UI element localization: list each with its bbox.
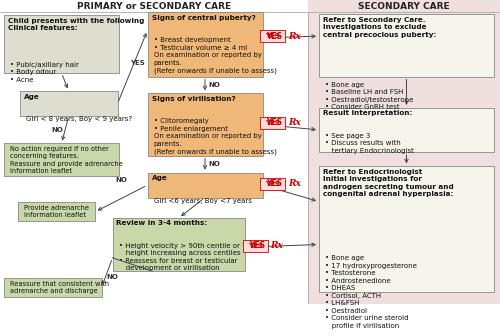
Text: YES: YES: [248, 243, 262, 249]
FancyBboxPatch shape: [148, 93, 262, 156]
FancyBboxPatch shape: [308, 0, 500, 304]
Text: Rx: Rx: [288, 119, 301, 127]
FancyBboxPatch shape: [319, 14, 494, 77]
Text: Provide adrenarche
information leaflet: Provide adrenarche information leaflet: [24, 205, 88, 218]
FancyBboxPatch shape: [4, 143, 119, 176]
Text: • Bone age
• 17 hydroxyprogesterone
• Testosterone
• Androstenedione
• DHEAS
• C: • Bone age • 17 hydroxyprogesterone • Te…: [325, 255, 417, 329]
FancyBboxPatch shape: [148, 173, 262, 198]
Text: SECONDARY CARE: SECONDARY CARE: [358, 2, 450, 11]
Text: Signs of central puberty?: Signs of central puberty?: [152, 14, 256, 20]
Text: NO: NO: [208, 161, 220, 167]
FancyBboxPatch shape: [112, 218, 245, 271]
FancyBboxPatch shape: [260, 117, 285, 129]
Text: Refer to Endocrinologist
Initial investigations for
androgen secreting tumour an: Refer to Endocrinologist Initial investi…: [323, 169, 454, 197]
Text: • Breast development
• Testicular volume ≥ 4 ml
On examination or reported by
pa: • Breast development • Testicular volume…: [154, 37, 276, 74]
Text: YES: YES: [265, 33, 280, 39]
Text: YES: YES: [266, 119, 282, 127]
Text: Girl <6 years, Boy <7 years: Girl <6 years, Boy <7 years: [154, 198, 252, 204]
Text: • Height velocity > 90th centile or
   height increasing across centiles
• Reass: • Height velocity > 90th centile or heig…: [118, 243, 240, 271]
Text: Refer to Secondary Care.
Investigations to exclude
central precocious puberty:: Refer to Secondary Care. Investigations …: [323, 17, 436, 38]
Text: YES: YES: [265, 180, 280, 186]
Text: NO: NO: [208, 82, 220, 88]
FancyBboxPatch shape: [260, 177, 285, 190]
Text: Girl < 8 years, Boy < 9 years?: Girl < 8 years, Boy < 9 years?: [26, 116, 132, 122]
Text: YES: YES: [130, 60, 145, 66]
Text: • Pubic/axillary hair
• Body odour
• Acne: • Pubic/axillary hair • Body odour • Acn…: [10, 61, 79, 83]
FancyBboxPatch shape: [4, 15, 119, 73]
Text: No action required if no other
concerning features.
Reassure and provide adrenar: No action required if no other concernin…: [10, 146, 123, 174]
Text: • Bone age
• Baseline LH and FSH
• Oestradiol/testosterone
• Consider GnRH test: • Bone age • Baseline LH and FSH • Oestr…: [325, 82, 414, 111]
Text: NO: NO: [106, 275, 118, 280]
Text: Result interpretation:: Result interpretation:: [323, 110, 412, 116]
Text: • See page 3
• Discuss results with
   tertiary Endocrinologist: • See page 3 • Discuss results with tert…: [325, 133, 414, 154]
FancyBboxPatch shape: [242, 240, 268, 252]
FancyBboxPatch shape: [319, 108, 494, 152]
Text: YES: YES: [266, 179, 282, 188]
Text: Rx: Rx: [270, 241, 283, 250]
Text: • Clitoromegaly
• Penile enlargement
On examination or reported by
parents.
(Ref: • Clitoromegaly • Penile enlargement On …: [154, 118, 276, 155]
Text: PRIMARY or SECONDARY CARE: PRIMARY or SECONDARY CARE: [76, 2, 231, 11]
Text: Review in 3-4 months:: Review in 3-4 months:: [116, 220, 208, 226]
Text: NO: NO: [116, 177, 127, 183]
FancyBboxPatch shape: [18, 202, 95, 221]
FancyBboxPatch shape: [260, 30, 285, 42]
FancyBboxPatch shape: [148, 12, 262, 77]
Text: Child presents with the following
Clinical features:: Child presents with the following Clinic…: [8, 17, 144, 31]
Text: Age: Age: [152, 175, 167, 181]
Text: Reassure that consistent with
adrenarche and discharge: Reassure that consistent with adrenarche…: [10, 281, 109, 294]
Text: Rx: Rx: [288, 32, 301, 41]
Text: Rx: Rx: [288, 179, 301, 188]
Text: YES: YES: [265, 120, 280, 126]
Text: Age: Age: [24, 94, 40, 99]
FancyBboxPatch shape: [319, 166, 494, 292]
FancyBboxPatch shape: [4, 279, 102, 297]
FancyBboxPatch shape: [20, 91, 117, 116]
Text: YES: YES: [266, 32, 282, 41]
Text: NO: NO: [52, 127, 64, 133]
Text: Signs of virilisation?: Signs of virilisation?: [152, 96, 236, 102]
Text: YES: YES: [249, 241, 265, 250]
